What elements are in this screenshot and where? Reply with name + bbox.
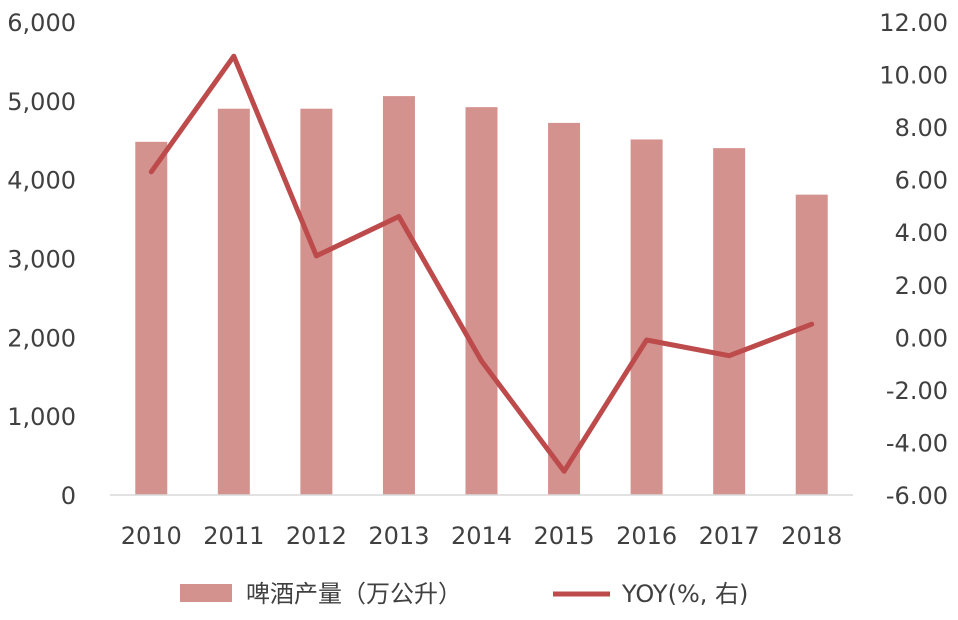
x-tick-label: 2010 [121, 522, 182, 550]
bar-2010 [135, 141, 168, 495]
bar-2017 [713, 148, 746, 495]
yoy-point-2016 [646, 339, 648, 341]
right-axis-ticks: -6.00 -4.00 -2.00 0.00 2.00 4.00 6.00 8.00 10.00… [879, 9, 948, 510]
legend: 啤酒产量（万公升） YOY(%, 右) [180, 580, 748, 608]
legend-label-bar: 啤酒产量（万公升） [246, 580, 462, 608]
yoy-point-2014 [481, 360, 482, 362]
yoy-point-2013 [398, 215, 400, 217]
right-tick-label: -2.00 [886, 377, 948, 405]
left-tick-label: 5,000 [7, 88, 76, 116]
right-tick-label: 6.00 [895, 167, 948, 195]
x-tick-label: 2013 [368, 522, 429, 550]
yoy-point-2017 [728, 355, 730, 357]
right-tick-label: 10.00 [879, 62, 948, 90]
left-tick-label: 3,000 [7, 246, 76, 274]
right-tick-label: -6.00 [886, 482, 948, 510]
left-tick-label: 6,000 [7, 9, 76, 37]
bar-2012 [300, 108, 333, 495]
right-tick-label: 8.00 [895, 114, 948, 142]
x-tick-label: 2014 [451, 522, 512, 550]
x-axis-ticks: 2010 2011 2012 2013 2014 2015 2016 2017 2018 [121, 522, 843, 550]
right-tick-label: -4.00 [886, 429, 948, 457]
right-tick-label: 2.00 [895, 272, 948, 300]
legend-label-line: YOY(%, 右) [621, 580, 748, 608]
yoy-point-2012 [315, 255, 317, 257]
left-axis-ticks: 0 1,000 2,000 3,000 4,000 5,000 6,000 [7, 9, 76, 510]
right-tick-label: 0.00 [895, 324, 948, 352]
bar-series [135, 96, 828, 495]
x-tick-label: 2011 [203, 522, 264, 550]
yoy-point-2011 [233, 55, 235, 57]
x-tick-label: 2018 [781, 522, 842, 550]
x-tick-label: 2016 [616, 522, 677, 550]
left-tick-label: 1,000 [7, 403, 76, 431]
x-tick-label: 2017 [699, 522, 760, 550]
left-tick-label: 4,000 [7, 167, 76, 195]
bar-2018 [795, 194, 828, 495]
yoy-point-2018 [811, 323, 813, 325]
left-tick-label: 0 [61, 482, 76, 510]
bar-2014 [465, 107, 498, 495]
yoy-point-2010 [150, 171, 152, 173]
right-tick-label: 4.00 [895, 219, 948, 247]
right-tick-label: 12.00 [879, 9, 948, 37]
x-tick-label: 2015 [534, 522, 595, 550]
yoy-point-2015 [563, 470, 565, 472]
left-tick-label: 2,000 [7, 324, 76, 352]
bar-2015 [548, 122, 581, 495]
bar-2013 [382, 96, 415, 495]
bar-2016 [630, 139, 663, 495]
legend-swatch-bar [180, 584, 232, 602]
bar-2011 [217, 108, 250, 495]
x-tick-label: 2012 [286, 522, 347, 550]
yoy-line-series [148, 53, 815, 474]
